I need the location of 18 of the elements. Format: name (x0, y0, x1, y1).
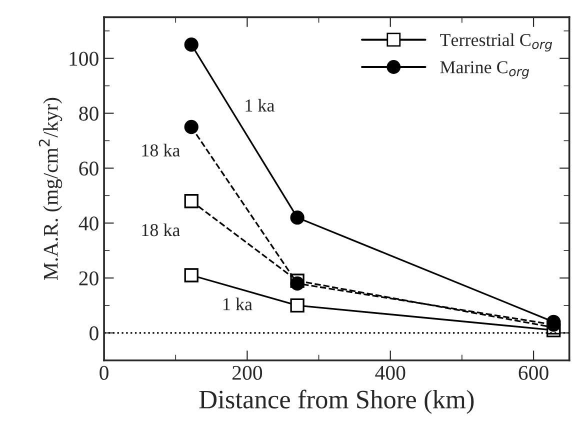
x-axis-title: Distance from Shore (km) (199, 390, 474, 414)
annotation: 1 ka (224, 298, 252, 310)
y-tick-label: 100 (70, 52, 98, 66)
y-tick-label: 40 (78, 216, 98, 231)
x-tick-label: 0 (100, 366, 108, 380)
y-tick-label: 80 (79, 106, 98, 121)
legend-label: Marine C$_{org}$ (440, 61, 530, 79)
y-tick-label: 60 (79, 162, 98, 176)
annotation: 1 ka (246, 98, 274, 112)
legend-label: Terrestrial C$_{org}$ (440, 33, 552, 52)
y-tick-label: 20 (79, 271, 98, 286)
y-axis-title: M.A.R. (mg/cm$^{2}$/kyr) (38, 98, 62, 280)
y-tick-label: 0 (90, 326, 98, 340)
annotation: 18 ka (142, 144, 180, 157)
annotation: 18 ka (142, 223, 180, 236)
x-tick-label: 200 (232, 366, 262, 380)
x-tick-label: 400 (375, 366, 406, 380)
x-tick-label: 600 (518, 366, 548, 380)
